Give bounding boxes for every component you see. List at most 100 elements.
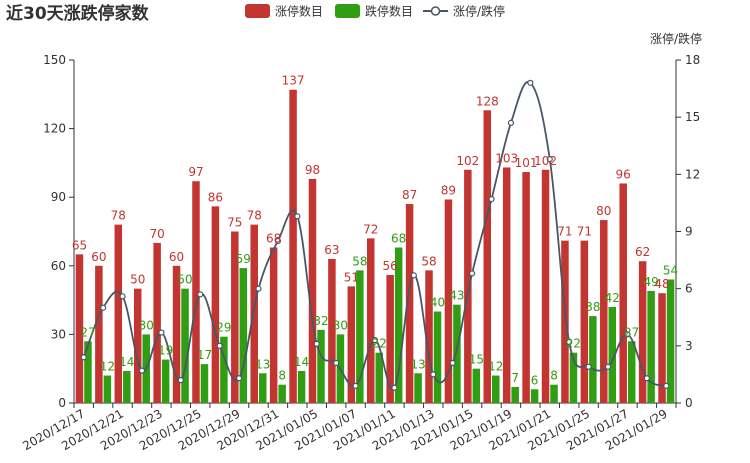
legend-item-limit-up[interactable]: 涨停数目 [245, 4, 323, 19]
bar-limit-down [297, 370, 306, 403]
y-right-tick-label: 18 [685, 53, 700, 67]
bar-limit-up [172, 265, 181, 403]
bar-limit-up [464, 169, 472, 403]
data-label-limit-up: 89 [441, 183, 456, 197]
data-label-limit-up: 137 [282, 74, 305, 88]
data-label-limit-down: 68 [391, 232, 406, 246]
point-ratio [119, 293, 126, 300]
y-right-tick-label: 9 [685, 225, 693, 239]
data-label-limit-up: 70 [149, 227, 164, 241]
bar-limit-up [522, 172, 530, 403]
bar-limit-down [200, 364, 209, 403]
bar-limit-down [569, 352, 578, 403]
data-label-limit-up: 60 [91, 250, 106, 264]
bar-limit-down [239, 268, 248, 403]
bar-limit-up [386, 274, 394, 403]
data-label-limit-up: 50 [130, 273, 145, 287]
bar-limit-up [328, 258, 336, 403]
data-label-limit-down: 30 [139, 318, 154, 332]
point-ratio [80, 354, 87, 361]
bar-limit-up [600, 220, 608, 403]
data-label-limit-down: 19 [158, 344, 173, 358]
data-label-limit-up: 48 [654, 277, 669, 291]
point-ratio [255, 285, 262, 292]
point-ratio [624, 331, 631, 338]
data-label-limit-up: 58 [421, 254, 436, 268]
data-label-limit-down: 13 [255, 357, 270, 371]
bar-limit-up [541, 169, 550, 403]
bar-limit-down [394, 247, 403, 403]
bar-limit-down [608, 306, 617, 403]
bar-limit-up [308, 178, 317, 403]
bar-limit-up [580, 240, 589, 403]
legend-item-limit-down[interactable]: 跌停数目 [335, 4, 413, 19]
point-ratio [313, 340, 320, 348]
data-label-limit-up: 80 [596, 204, 611, 218]
y-right-tick-label: 3 [685, 339, 693, 353]
point-ratio [138, 367, 146, 374]
point-ratio [410, 272, 417, 279]
y-left-tick-label: 30 [51, 327, 66, 341]
point-ratio [430, 371, 437, 378]
data-label-limit-down: 22 [566, 337, 581, 351]
point-ratio [216, 342, 223, 349]
bar-limit-down [530, 389, 539, 403]
data-label-limit-up: 71 [577, 225, 592, 239]
point-ratio [274, 237, 282, 245]
point-ratio [449, 359, 456, 367]
data-label-limit-down: 14 [119, 355, 134, 369]
line-ratio [82, 80, 667, 391]
point-ratio [197, 291, 204, 298]
point-ratio [100, 304, 107, 311]
bar-limit-down [550, 384, 558, 403]
data-label-limit-up: 128 [476, 94, 499, 108]
bar-limit-down [123, 370, 131, 403]
bar-limit-down [84, 341, 92, 403]
point-ratio [585, 363, 592, 370]
bar-limit-down [647, 290, 655, 403]
point-ratio [546, 155, 553, 163]
bar-limit-down [627, 341, 636, 403]
data-label-limit-down: 8 [278, 369, 286, 383]
point-ratio [604, 363, 612, 370]
data-label-limit-down: 27 [624, 325, 639, 339]
point-ratio [566, 338, 573, 346]
point-ratio [235, 375, 243, 382]
data-label-limit-up: 75 [227, 216, 242, 230]
point-ratio [663, 382, 670, 389]
bar-limit-down [317, 329, 325, 403]
point-ratio [391, 384, 398, 391]
bar-limit-up [619, 183, 627, 403]
data-label-limit-down: 6 [531, 373, 539, 387]
bar-limit-down [161, 359, 170, 403]
data-label-limit-up: 56 [383, 259, 398, 273]
bar-limit-down [356, 270, 364, 403]
bar-limit-down [258, 373, 267, 403]
data-label-limit-down: 59 [236, 252, 251, 266]
legend-circle-ratio [430, 6, 441, 16]
right-axis-label: 涨停/跌停 [650, 31, 702, 46]
point-ratio [177, 377, 184, 384]
y-right-tick-label: 0 [685, 396, 693, 410]
data-label-limit-up: 86 [208, 190, 223, 204]
data-label-limit-up: 60 [169, 250, 184, 264]
bar-limit-up [75, 254, 84, 403]
bar-limit-up [425, 270, 433, 403]
data-label-limit-up: 87 [402, 188, 417, 202]
bar-limit-up [347, 286, 356, 403]
bar-limit-down [103, 375, 112, 403]
bar-limit-up [289, 89, 297, 403]
bar-limit-down [589, 316, 597, 403]
bar-limit-up [211, 206, 220, 403]
legend-item-ratio[interactable]: 涨停/跌停 [423, 4, 505, 19]
bar-limit-up [250, 224, 258, 403]
bar-limit-up [367, 238, 375, 403]
data-label-limit-up: 51 [344, 270, 359, 284]
bar-limit-down [472, 368, 481, 403]
data-label-limit-down: 8 [550, 369, 558, 383]
point-ratio [158, 329, 165, 336]
data-label-limit-down: 38 [585, 300, 600, 314]
data-label-limit-up: 98 [305, 163, 320, 177]
bar-limit-up [192, 181, 200, 403]
